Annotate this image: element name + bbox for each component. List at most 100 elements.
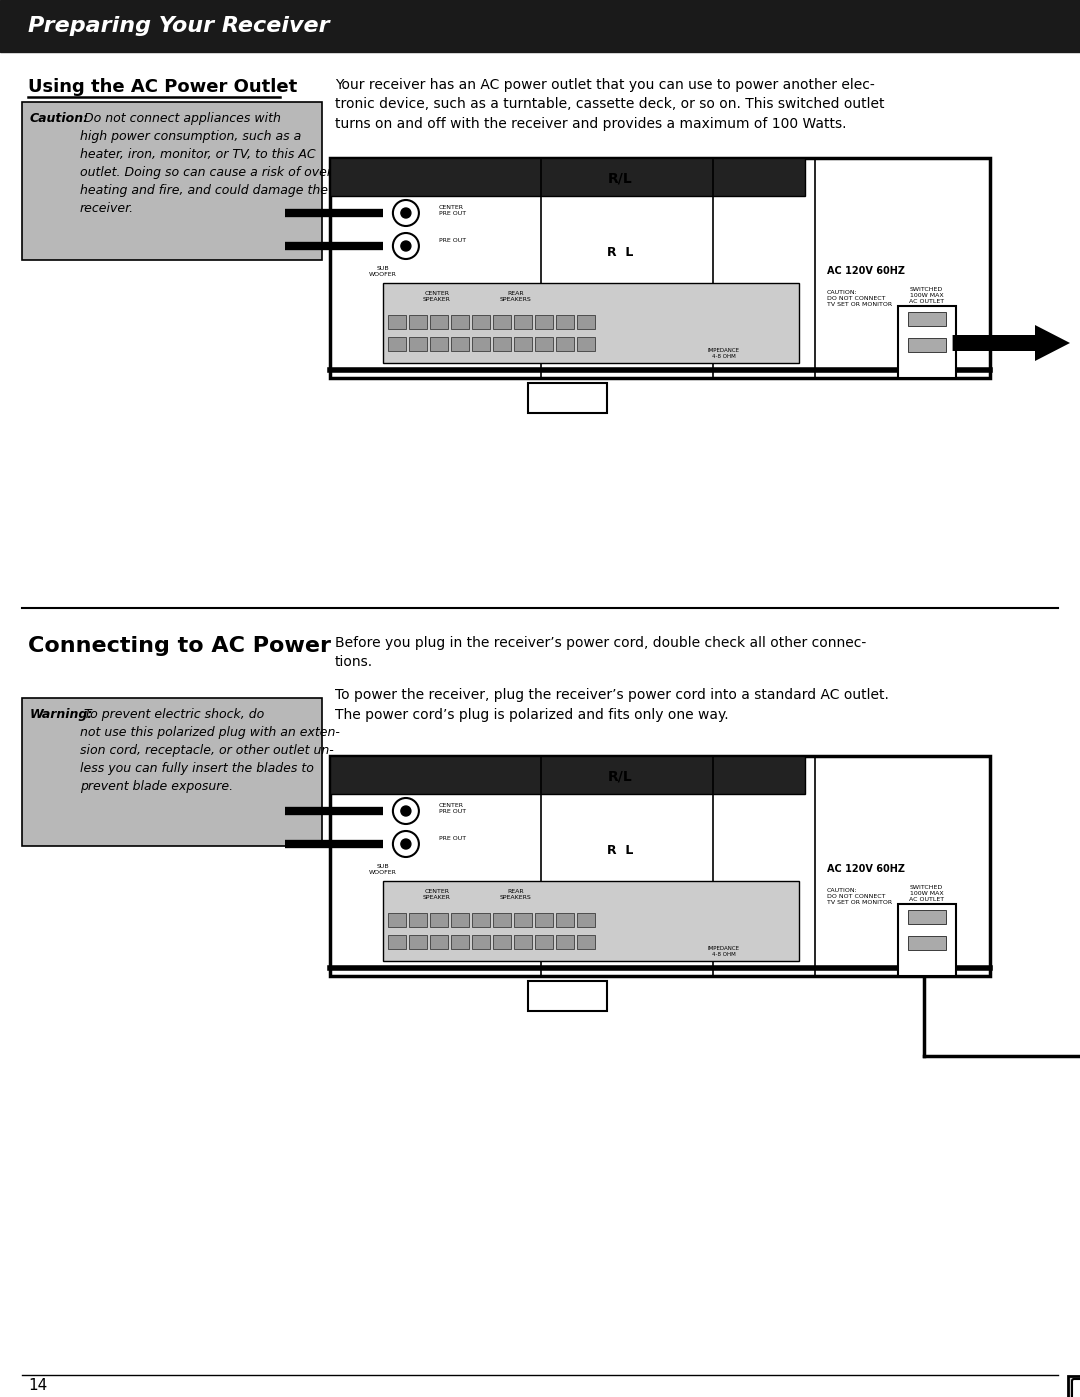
Bar bbox=[907, 312, 946, 326]
Bar bbox=[472, 314, 490, 330]
Text: To power the receiver, plug the receiver’s power cord into a standard AC outlet.: To power the receiver, plug the receiver… bbox=[335, 687, 889, 721]
Bar bbox=[430, 914, 448, 928]
Circle shape bbox=[393, 831, 419, 856]
Bar bbox=[1068, 1376, 1080, 1397]
Bar bbox=[577, 314, 595, 330]
Text: Connecting to AC Power: Connecting to AC Power bbox=[28, 636, 330, 657]
Bar bbox=[535, 314, 553, 330]
Bar bbox=[514, 914, 531, 928]
Text: IMPEDANCE
4-8 OHM: IMPEDANCE 4-8 OHM bbox=[707, 946, 740, 957]
Bar bbox=[22, 102, 322, 260]
Circle shape bbox=[393, 798, 419, 824]
Text: SWITCHED
100W MAX
AC OUTLET: SWITCHED 100W MAX AC OUTLET bbox=[909, 884, 944, 902]
Text: R  L: R L bbox=[607, 845, 634, 858]
Bar bbox=[409, 935, 427, 949]
Bar bbox=[492, 314, 511, 330]
Text: AC 120V 60HZ: AC 120V 60HZ bbox=[826, 265, 905, 277]
Text: SUB
WOOFER: SUB WOOFER bbox=[369, 863, 396, 875]
Text: CENTER
SPEAKER: CENTER SPEAKER bbox=[423, 888, 450, 900]
Text: SWITCHED
100W MAX
AC OUTLET: SWITCHED 100W MAX AC OUTLET bbox=[909, 286, 944, 305]
Circle shape bbox=[401, 208, 410, 218]
Bar bbox=[330, 756, 990, 977]
Bar bbox=[409, 337, 427, 351]
Bar bbox=[514, 337, 531, 351]
Bar bbox=[528, 981, 607, 1011]
Bar bbox=[330, 756, 806, 793]
Bar bbox=[330, 158, 806, 196]
Text: Preparing Your Receiver: Preparing Your Receiver bbox=[28, 15, 329, 36]
Bar bbox=[450, 935, 469, 949]
Circle shape bbox=[393, 200, 419, 226]
Text: Do not connect appliances with
high power consumption, such as a
heater, iron, m: Do not connect appliances with high powe… bbox=[80, 112, 336, 215]
Text: PRE OUT: PRE OUT bbox=[438, 237, 467, 243]
Bar bbox=[528, 383, 607, 414]
Text: CENTER
PRE OUT: CENTER PRE OUT bbox=[438, 205, 467, 215]
Bar bbox=[388, 314, 406, 330]
Text: Caution:: Caution: bbox=[30, 112, 90, 124]
Bar bbox=[492, 337, 511, 351]
Text: 14: 14 bbox=[28, 1377, 48, 1393]
Text: R  L: R L bbox=[607, 246, 634, 260]
Text: REAR
SPEAKERS: REAR SPEAKERS bbox=[500, 888, 531, 900]
Text: AC 120V 60HZ: AC 120V 60HZ bbox=[826, 863, 905, 875]
Bar bbox=[535, 337, 553, 351]
Bar bbox=[450, 914, 469, 928]
Text: R/L: R/L bbox=[608, 768, 633, 782]
Bar bbox=[897, 306, 956, 379]
Circle shape bbox=[401, 806, 410, 816]
Bar bbox=[472, 935, 490, 949]
Bar bbox=[430, 314, 448, 330]
Circle shape bbox=[401, 840, 410, 849]
Bar bbox=[388, 914, 406, 928]
Bar bbox=[388, 337, 406, 351]
Bar bbox=[907, 936, 946, 950]
Bar bbox=[514, 935, 531, 949]
Bar bbox=[556, 914, 573, 928]
Bar bbox=[430, 935, 448, 949]
Text: Using the AC Power Outlet: Using the AC Power Outlet bbox=[28, 78, 297, 96]
Text: Before you plug in the receiver’s power cord, double check all other connec-
tio: Before you plug in the receiver’s power … bbox=[335, 636, 866, 669]
Text: Your receiver has an AC power outlet that you can use to power another elec-
tro: Your receiver has an AC power outlet tha… bbox=[335, 78, 885, 131]
Text: R/L: R/L bbox=[608, 170, 633, 184]
Text: To prevent electric shock, do
not use this polarized plug with an exten-
sion co: To prevent electric shock, do not use th… bbox=[80, 708, 340, 793]
Text: IMPEDANCE
4-8 OHM: IMPEDANCE 4-8 OHM bbox=[707, 348, 740, 359]
Bar bbox=[556, 314, 573, 330]
Text: CAUTION:
DO NOT CONNECT
TV SET OR MONITOR: CAUTION: DO NOT CONNECT TV SET OR MONITO… bbox=[826, 291, 892, 307]
Bar bbox=[535, 914, 553, 928]
Bar bbox=[577, 935, 595, 949]
Text: CAUTION:
DO NOT CONNECT
TV SET OR MONITOR: CAUTION: DO NOT CONNECT TV SET OR MONITO… bbox=[826, 888, 892, 905]
Bar bbox=[388, 935, 406, 949]
Bar bbox=[907, 909, 946, 923]
Bar bbox=[907, 338, 946, 352]
Text: CENTER
SPEAKER: CENTER SPEAKER bbox=[423, 291, 450, 302]
Text: REAR
SPEAKERS: REAR SPEAKERS bbox=[500, 291, 531, 302]
Bar bbox=[535, 935, 553, 949]
Bar bbox=[450, 337, 469, 351]
Circle shape bbox=[401, 242, 410, 251]
Bar bbox=[472, 914, 490, 928]
Bar bbox=[430, 337, 448, 351]
Bar bbox=[556, 337, 573, 351]
Text: CENTER
PRE OUT: CENTER PRE OUT bbox=[438, 803, 467, 814]
Bar bbox=[382, 284, 798, 363]
Bar bbox=[897, 904, 956, 977]
Bar bbox=[577, 914, 595, 928]
Bar bbox=[0, 0, 1080, 52]
Bar bbox=[577, 337, 595, 351]
Bar bbox=[492, 914, 511, 928]
Bar bbox=[514, 314, 531, 330]
Bar bbox=[22, 698, 322, 847]
Bar bbox=[409, 314, 427, 330]
Circle shape bbox=[393, 233, 419, 258]
FancyBboxPatch shape bbox=[1072, 1379, 1080, 1397]
Text: PRE OUT: PRE OUT bbox=[438, 835, 467, 841]
Bar bbox=[472, 337, 490, 351]
Bar bbox=[330, 158, 990, 379]
Bar bbox=[556, 935, 573, 949]
Polygon shape bbox=[953, 326, 1070, 360]
Bar bbox=[492, 935, 511, 949]
Bar bbox=[450, 314, 469, 330]
Text: Warning:: Warning: bbox=[30, 708, 93, 721]
Bar bbox=[382, 882, 798, 961]
Text: SUB
WOOFER: SUB WOOFER bbox=[369, 265, 396, 277]
